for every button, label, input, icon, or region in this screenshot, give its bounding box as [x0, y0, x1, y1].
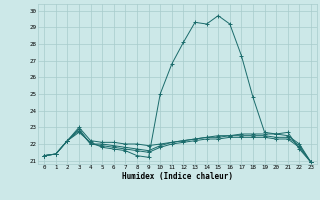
X-axis label: Humidex (Indice chaleur): Humidex (Indice chaleur) — [122, 172, 233, 181]
